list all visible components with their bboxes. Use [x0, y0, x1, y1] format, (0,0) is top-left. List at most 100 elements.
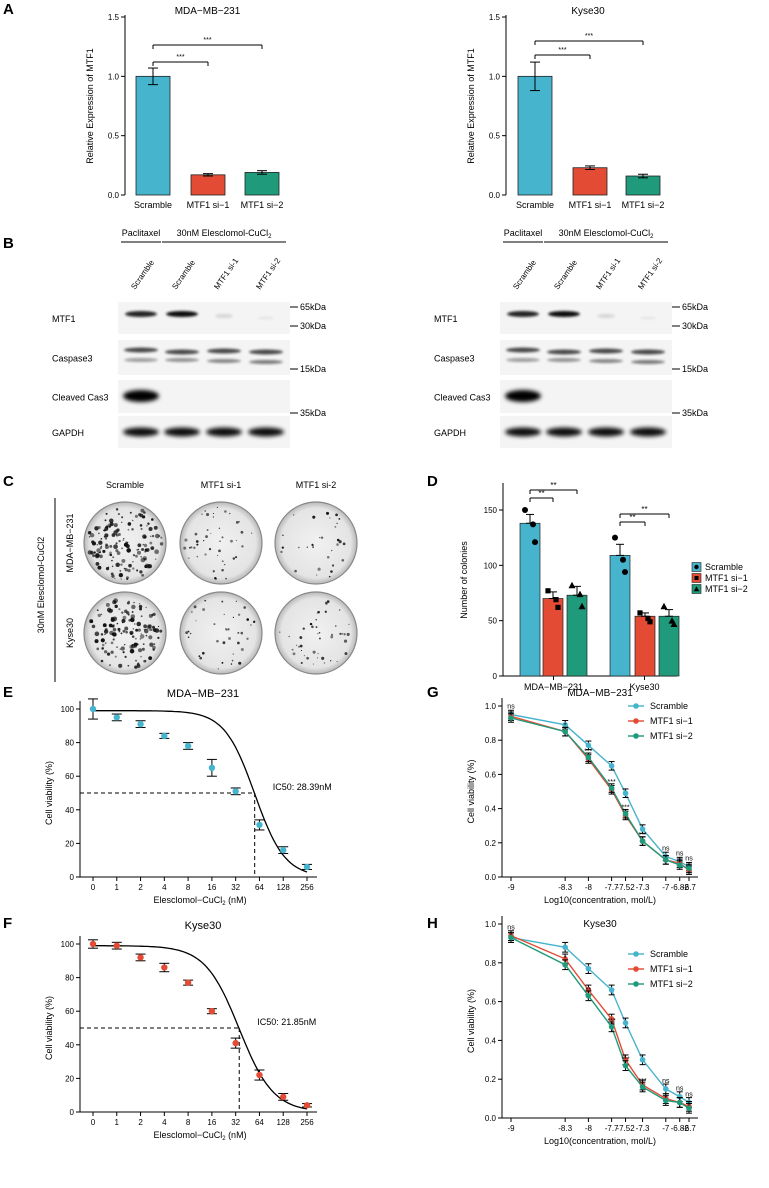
blot-band — [166, 311, 198, 317]
colony-dot — [157, 625, 160, 628]
data-point — [89, 940, 97, 948]
bar-chart-a-left: MDA−MB−231 0.0 0.5 1.0 1.5 Relative Expressio… — [85, 6, 283, 210]
colony-dot — [104, 642, 107, 644]
significance-label: ** — [550, 481, 556, 490]
x-tick-label: 64 — [255, 883, 264, 892]
x-tick-label: MDA−MB−231 — [524, 682, 583, 692]
y-axis-label: Number of colonies — [459, 541, 469, 619]
legend: Scramble MTF1 si−1 MTF1 si−2 — [628, 701, 693, 741]
colony-dot — [124, 655, 127, 659]
blot-band — [123, 390, 159, 402]
blot-band — [248, 427, 284, 437]
colony-dot — [221, 560, 224, 563]
y-tick-label: 0 — [493, 672, 498, 681]
data-point — [686, 865, 692, 872]
colony-dot — [131, 604, 136, 610]
colony-dot — [187, 630, 190, 633]
significance-label: ns — [662, 845, 670, 852]
colony-dot — [196, 543, 199, 546]
colony-dot — [110, 572, 114, 576]
significance-label: *** — [621, 805, 629, 812]
colony-dot — [100, 537, 103, 540]
colony-dot — [97, 565, 102, 570]
error-bar — [257, 170, 267, 175]
colony-dot — [152, 645, 156, 650]
colony-dot — [95, 562, 100, 566]
colony-dot — [159, 542, 164, 546]
x-tick-label: 16 — [207, 883, 216, 892]
blot-band — [124, 358, 158, 362]
colony-dot — [121, 611, 124, 614]
colony-dot — [104, 537, 108, 540]
data-point — [662, 1086, 669, 1092]
colony-dot — [96, 647, 100, 651]
colony-dot — [92, 554, 96, 558]
marker-label: 65kDa — [682, 302, 708, 312]
colony-dot — [160, 536, 163, 539]
blot-band — [506, 347, 540, 353]
bar — [519, 522, 541, 677]
colony-dot — [324, 610, 327, 613]
colony-dot — [100, 638, 105, 643]
error-bar — [203, 173, 213, 177]
colony-dot — [342, 542, 346, 546]
panel-label-e: E — [3, 684, 13, 701]
data-point — [670, 620, 678, 627]
colony-dot — [127, 664, 130, 667]
colony-dot — [315, 626, 318, 629]
colony-dot — [341, 558, 345, 562]
colony-dot — [104, 628, 108, 631]
colony-dot — [336, 661, 338, 663]
colony-dot — [132, 561, 134, 563]
significance-label: *** — [638, 832, 646, 839]
blot-band — [249, 360, 283, 364]
x-tick-label: -6.7 — [682, 1124, 696, 1133]
colony-dot — [335, 513, 338, 517]
legend-label: Scramble — [650, 949, 688, 959]
colony-dot — [185, 631, 189, 635]
row-label-caspase3: Caspase3 — [52, 354, 93, 364]
colony-dot — [193, 546, 196, 550]
colony-dot — [329, 517, 331, 519]
colony-dot — [312, 515, 316, 519]
x-tick-label: 2 — [138, 883, 143, 892]
colony-dot — [215, 577, 218, 580]
colony-dot — [223, 563, 226, 566]
colony-dot — [131, 611, 134, 613]
significance-label: ns — [685, 856, 693, 863]
y-tick-label: 0.4 — [485, 1036, 497, 1045]
colony-dot — [94, 639, 99, 644]
colony-dot — [127, 528, 130, 531]
bar — [572, 167, 608, 196]
colony-dot — [246, 637, 249, 640]
colony-dot — [139, 607, 143, 611]
y-tick-label: 150 — [484, 506, 498, 515]
colony-dot — [157, 636, 160, 640]
x-axis-label: Elesclomol−CuCl2 (nM) — [153, 895, 246, 907]
x-tick-label: -7.3 — [636, 883, 650, 892]
colony-dot — [132, 628, 134, 630]
bar — [625, 175, 661, 196]
row-label-mtf1: MTF1 — [52, 314, 76, 324]
legend-marker — [633, 703, 639, 709]
colony-dot — [117, 512, 120, 516]
significance-bracket: *** — [152, 54, 209, 66]
legend-label: Scramble — [650, 701, 688, 711]
legend-marker — [633, 966, 639, 972]
data-point — [508, 715, 514, 721]
data-point — [137, 954, 144, 961]
colony-dot — [125, 630, 129, 634]
colony-dot — [143, 628, 149, 634]
colony-dot — [137, 548, 140, 551]
colony-dot — [111, 565, 114, 568]
blot-strip-caspase3 — [500, 340, 672, 375]
y-axis-label: Cell viability (%) — [44, 996, 54, 1060]
legend-label: MTF1 si−2 — [705, 584, 748, 594]
colony-dot — [235, 539, 238, 542]
colony-dot — [204, 510, 206, 512]
colony-dot — [309, 622, 313, 626]
colony-dot — [145, 634, 148, 637]
x-axis-label: Log10(concentration, mol/L) — [544, 895, 656, 905]
colony-dot — [219, 540, 221, 542]
colony-dot — [298, 645, 300, 648]
